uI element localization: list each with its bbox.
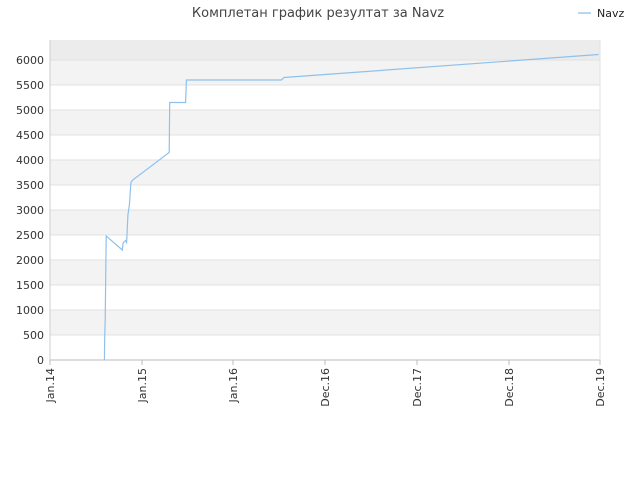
- x-tick-label: Jan.14: [44, 368, 57, 403]
- y-tick-label: 2500: [16, 229, 44, 242]
- series-group: [103, 53, 599, 361]
- grid-band: [50, 110, 600, 135]
- y-tick-label: 6000: [16, 54, 44, 67]
- x-tick-label: Jan.16: [227, 368, 240, 403]
- grid-bands: [50, 40, 600, 335]
- y-tick-label: 2000: [16, 254, 44, 267]
- series-line-navz: [103, 53, 599, 361]
- grid-band: [50, 260, 600, 285]
- gridlines: [50, 59, 600, 361]
- x-tick-label: Jan.15: [136, 368, 149, 403]
- chart-title: Комплетан график резултат за Navz: [192, 6, 444, 21]
- y-tick-label: 3000: [16, 204, 44, 217]
- y-tick-label: 5000: [16, 104, 44, 117]
- grid-band: [50, 210, 600, 235]
- x-tick-label: Dec.17: [411, 368, 424, 407]
- legend: Navz: [578, 7, 624, 20]
- y-tick-label: 1500: [16, 279, 44, 292]
- y-tick-label: 3500: [16, 179, 44, 192]
- legend-label-navz: Navz: [597, 7, 624, 20]
- y-tick-label: 4000: [16, 154, 44, 167]
- x-tick-label: Dec.16: [319, 368, 332, 407]
- x-tick-label: Dec.19: [594, 368, 607, 407]
- y-tick-label: 1000: [16, 304, 44, 317]
- x-tick-label: Dec.18: [503, 368, 516, 407]
- grid-band: [50, 40, 600, 60]
- y-tick-label: 5500: [16, 79, 44, 92]
- y-tick-label: 0: [37, 354, 44, 367]
- grid-band: [50, 310, 600, 335]
- x-axis: Jan.14 Jan.15 Jan.16 Dec.16 Dec.17 Dec.18 Dec.…: [44, 360, 607, 407]
- y-tick-label: 500: [23, 329, 44, 342]
- grid-band: [50, 60, 600, 85]
- y-tick-label: 4500: [16, 129, 44, 142]
